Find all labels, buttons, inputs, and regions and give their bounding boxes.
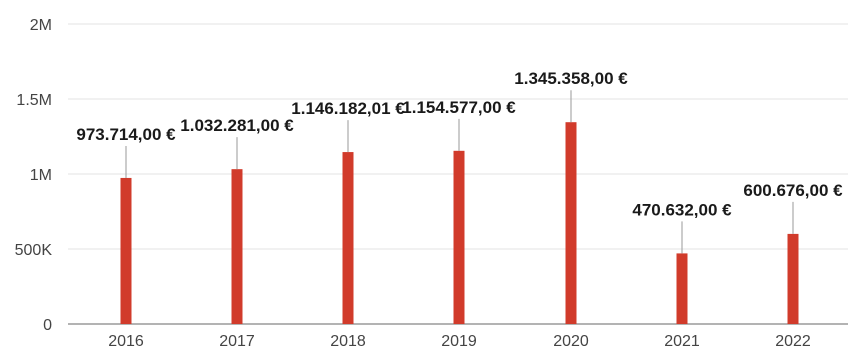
bar: [120, 177, 132, 324]
data-labels: 973.714,00 €1.032.281,00 €1.146.182,01 €…: [76, 69, 843, 219]
x-tick-label: 2021: [664, 333, 700, 349]
bar: [231, 169, 243, 324]
data-label: 973.714,00 €: [76, 125, 176, 144]
x-tick-label: 2019: [441, 333, 477, 349]
x-tick-label: 2017: [219, 333, 255, 349]
y-tick-label: 2M: [30, 17, 52, 34]
data-label: 1.154.577,00 €: [402, 98, 516, 117]
data-label: 1.345.358,00 €: [514, 69, 628, 88]
y-tick-label: 0: [43, 317, 52, 334]
data-label: 470.632,00 €: [632, 200, 732, 219]
data-label-leaders: [125, 90, 794, 254]
bar: [342, 152, 354, 324]
y-tick-label: 500K: [15, 242, 53, 259]
y-axis-tick-labels: 0 500K 1M 1.5M 2M: [15, 17, 53, 334]
bar: [565, 122, 577, 325]
data-label: 1.146.182,01 €: [291, 99, 405, 118]
x-tick-label: 2020: [553, 333, 589, 349]
x-axis-tick-labels: 2016 2017 2018 2019 2020 2021 2022: [108, 333, 811, 349]
bar: [787, 233, 799, 324]
bar: [676, 253, 688, 324]
data-label: 1.032.281,00 €: [180, 116, 294, 135]
x-tick-label: 2016: [108, 333, 144, 349]
bar: [453, 150, 465, 324]
y-tick-label: 1M: [30, 167, 52, 184]
x-tick-label: 2018: [330, 333, 366, 349]
bars: [120, 122, 799, 325]
x-tick-label: 2022: [775, 333, 811, 349]
y-tick-label: 1.5M: [16, 92, 52, 109]
data-label: 600.676,00 €: [743, 181, 843, 200]
